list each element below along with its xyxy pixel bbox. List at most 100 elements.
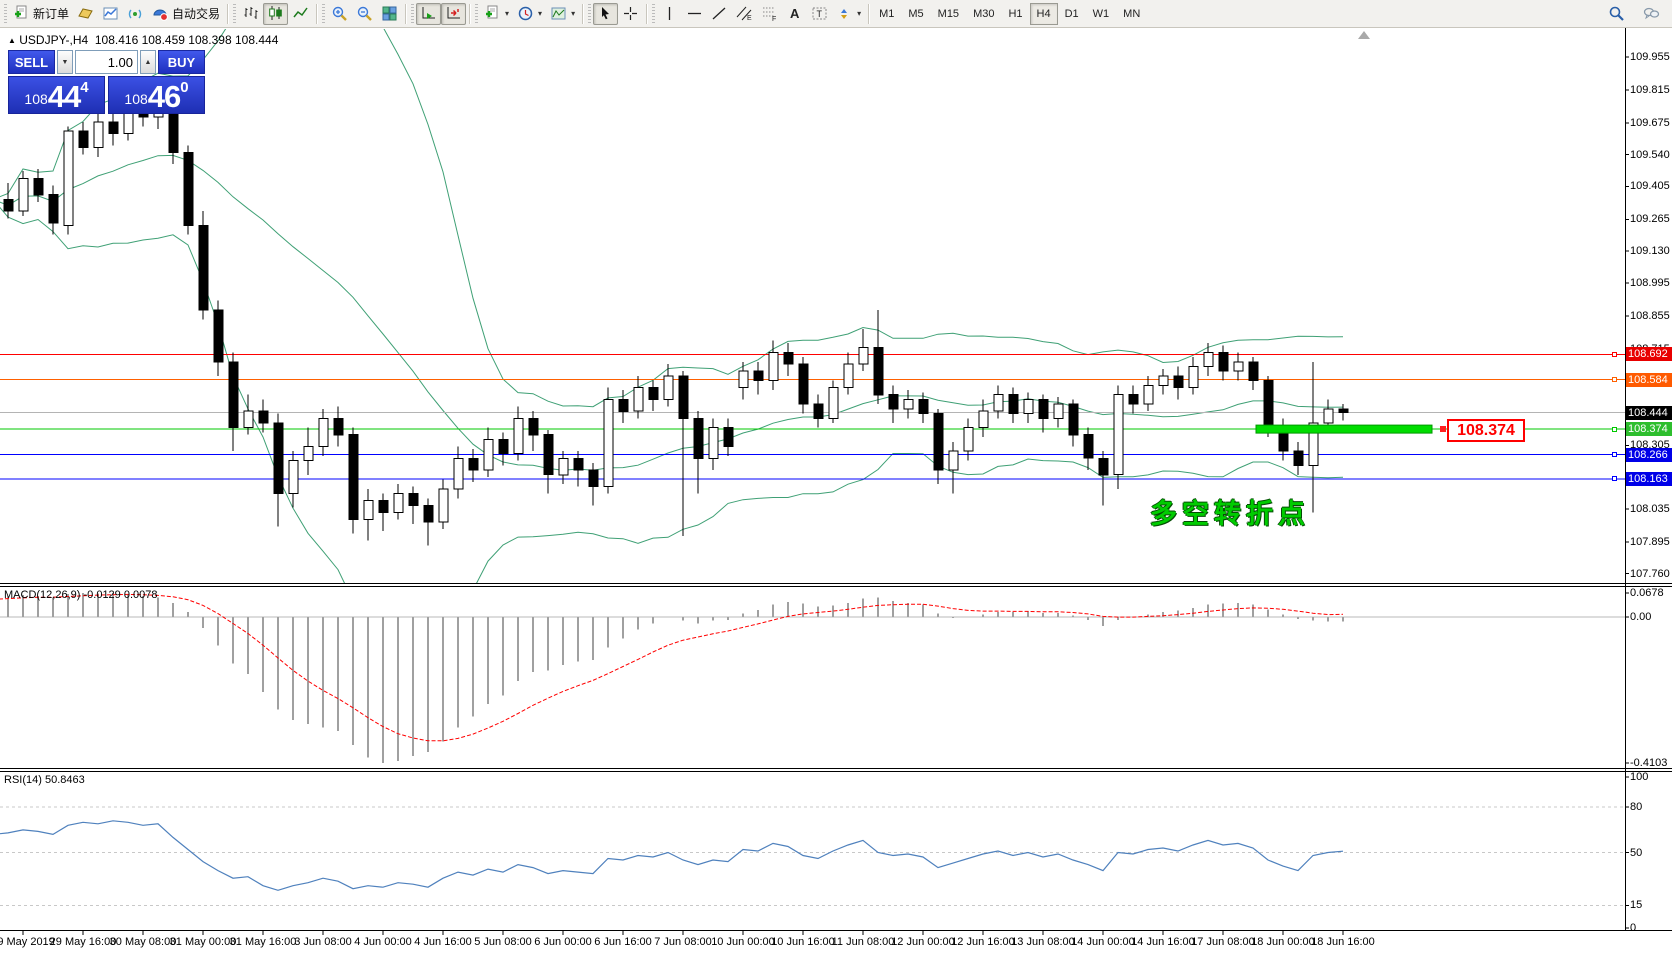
timeframe-m30-button[interactable]: M30 — [973, 7, 995, 20]
toolbar-grip — [588, 3, 592, 24]
volume-increase-button[interactable]: ▲ — [140, 50, 156, 74]
hline-anchor[interactable] — [1612, 351, 1617, 357]
crosshair-button[interactable] — [618, 3, 643, 25]
line-chart-button[interactable] — [288, 3, 313, 25]
toolbar-separator — [469, 3, 471, 24]
sell-button[interactable]: SELL — [8, 50, 55, 74]
toolbar-separator — [316, 3, 318, 24]
hline-anchor[interactable] — [1612, 476, 1617, 482]
indicators-button[interactable]: ▾ — [480, 3, 513, 25]
auto-trading-button-label: 自动交易 — [172, 7, 221, 21]
zoom-out-icon — [356, 5, 373, 22]
price-tag: 108.163 — [1626, 471, 1672, 486]
price-tag: 108.266 — [1626, 447, 1672, 462]
tile-windows-button[interactable] — [377, 3, 402, 25]
template-icon — [550, 5, 567, 22]
volume-input[interactable]: 1.00 — [75, 50, 138, 74]
macd-label: MACD(12,26,9) -0.0129 0.0078 — [4, 589, 158, 601]
time-label: 29 May 16:00 — [49, 936, 117, 948]
metaeditor-button[interactable] — [73, 3, 98, 25]
auto-trading-button[interactable]: 自动交易 — [148, 3, 224, 25]
toolbar-separator — [582, 3, 584, 24]
timeframe-m15-button[interactable]: M15 — [937, 7, 960, 20]
zoom-out-button[interactable] — [352, 3, 377, 25]
timeframe-m1-button[interactable]: M1 — [879, 7, 895, 20]
timeframe-m5-button[interactable]: M5 — [908, 7, 924, 20]
vertical-line-button[interactable] — [657, 3, 682, 25]
rsi-label: RSI(14) 50.8463 — [4, 774, 85, 786]
chart-shift-button[interactable] — [441, 2, 467, 25]
buy-price-big: 46 — [147, 79, 181, 114]
autotrade-icon — [152, 5, 169, 22]
timeframe-d1-button[interactable]: D1 — [1064, 7, 1079, 20]
chevron-down-icon[interactable]: ▾ — [538, 9, 543, 18]
templates-button[interactable]: ▾ — [546, 3, 579, 25]
time-label: 10 Jun 00:00 — [711, 936, 775, 948]
periods-button[interactable]: ▾ — [513, 3, 546, 25]
volume-decrease-button[interactable]: ▼ — [57, 50, 73, 74]
chat-icon — [1643, 5, 1660, 22]
chart-annotation-text: 多空转折点 — [1150, 499, 1310, 529]
timeframe-h4-button[interactable]: H4 — [1029, 2, 1058, 25]
price-tick: 109.405 — [1630, 180, 1670, 193]
trendline-anchor[interactable] — [1440, 426, 1446, 432]
time-label: 6 Jun 00:00 — [534, 936, 592, 948]
buy-button[interactable]: BUY — [158, 50, 205, 74]
auto-scroll-button[interactable] — [416, 2, 442, 25]
trendline-price-label[interactable]: 108.374 — [1447, 419, 1525, 442]
price-tick: 109.815 — [1630, 84, 1670, 96]
arrows-button[interactable]: ▾ — [832, 3, 865, 25]
candles-chart-button[interactable] — [263, 2, 289, 25]
crosshair-icon — [622, 5, 639, 22]
time-label: 7 Jun 08:00 — [654, 936, 712, 948]
time-label: 30 May 08:00 — [109, 936, 177, 948]
symbol-info: ▲ USDJPY-,H4 108.416 108.459 108.398 108… — [8, 33, 278, 47]
fibo-icon: F — [761, 5, 778, 22]
chart-shift-marker-icon[interactable] — [1358, 31, 1370, 39]
new-order-button[interactable]: 新订单 — [9, 3, 73, 25]
zoom-in-button[interactable] — [327, 3, 352, 25]
timeframe-w1-button[interactable]: W1 — [1092, 7, 1110, 20]
bars-chart-button[interactable] — [238, 3, 263, 25]
cursor-button[interactable] — [593, 2, 619, 25]
search-button[interactable] — [1604, 2, 1629, 24]
new-order-icon — [484, 5, 501, 22]
horizontal-line-button[interactable] — [682, 3, 707, 25]
news-signal-button[interactable] — [123, 3, 148, 25]
price-tag: 108.374 — [1626, 422, 1672, 437]
toolbar-grip — [322, 3, 326, 24]
sell-price-prefix: 108 — [24, 91, 48, 107]
price-tick: 108.035 — [1630, 502, 1670, 515]
text-label-button[interactable]: T — [807, 3, 832, 25]
toolbar-separator — [405, 3, 407, 24]
hline-anchor[interactable] — [1612, 452, 1617, 458]
cursor-icon — [597, 5, 614, 22]
trendline-icon — [711, 5, 728, 22]
time-label: 6 Jun 16:00 — [594, 936, 652, 948]
chat-button[interactable] — [1639, 2, 1664, 24]
chevron-down-icon[interactable]: ▾ — [857, 9, 862, 18]
signal-icon — [127, 5, 144, 22]
chevron-down-icon[interactable]: ▾ — [571, 9, 576, 18]
trendline-button[interactable] — [707, 3, 732, 25]
buy-price-display[interactable]: 108 46 0 — [108, 76, 205, 114]
fibonacci-button[interactable]: F — [757, 3, 782, 25]
time-label: 31 May 00:00 — [169, 936, 237, 948]
collapse-triangle-icon[interactable]: ▲ — [8, 36, 16, 45]
rsi-axis-label: 0 — [1630, 922, 1637, 934]
text-button[interactable]: A — [782, 3, 807, 25]
strategy-tester-button[interactable] — [98, 3, 123, 25]
autoscroll-icon — [420, 5, 437, 22]
rsi-axis-label: 80 — [1630, 801, 1643, 814]
hline-anchor[interactable] — [1612, 377, 1617, 383]
arrows-icon — [836, 5, 853, 22]
timeframe-mn-button[interactable]: MN — [1123, 7, 1141, 20]
equidistant-channel-button[interactable]: E — [732, 3, 757, 25]
time-label: 13 Jun 08:00 — [1011, 936, 1075, 948]
chevron-down-icon[interactable]: ▾ — [505, 9, 510, 18]
timeframe-h1-button[interactable]: H1 — [1008, 7, 1023, 20]
sell-price-display[interactable]: 108 44 4 — [8, 76, 105, 114]
hline-anchor[interactable] — [1612, 426, 1617, 432]
